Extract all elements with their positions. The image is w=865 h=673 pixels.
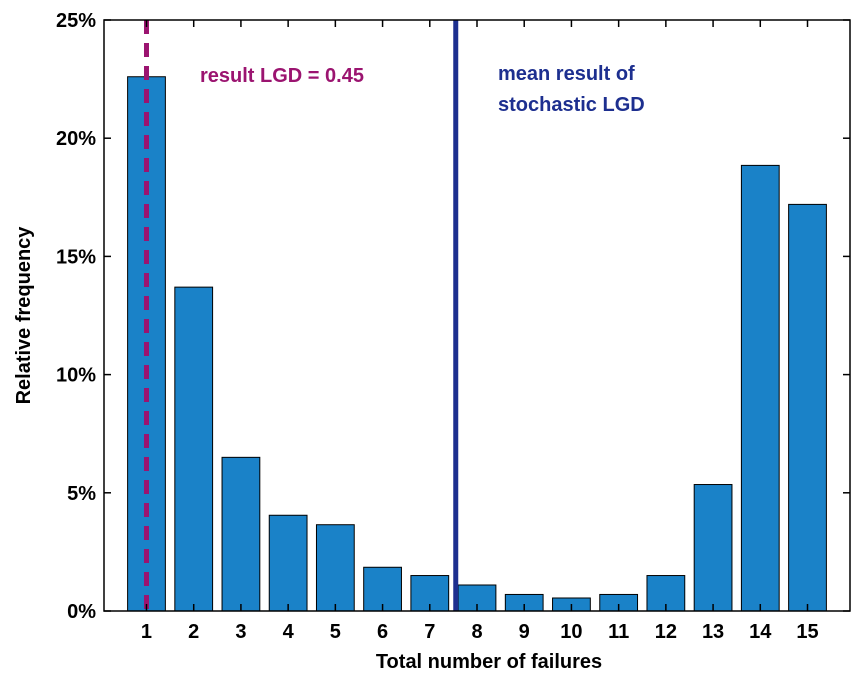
bar-6 (363, 566, 402, 612)
x-tick-label: 6 (377, 621, 388, 643)
y-tick-label: 15% (56, 246, 96, 268)
plot-frame (103, 19, 851, 612)
x-tick-label: 5 (330, 621, 341, 643)
bars-layer (127, 76, 827, 612)
y-axis-title: Relative frequency (13, 226, 35, 405)
bar-13 (693, 484, 733, 612)
solid-line-annotation-line-1: mean result of (498, 63, 635, 85)
y-tick-label: 0% (67, 601, 96, 623)
x-tick-label: 7 (424, 621, 435, 643)
ticks-layer: 0%5%10%15%20%25%1 2 3 4 5 6 7 8 9 10 11 12 13 14 15 (56, 10, 850, 643)
x-tick-label: 1 (141, 621, 152, 643)
solid-line-annotation-line-2: stochastic LGD (498, 94, 645, 116)
x-tick-label: 9 (519, 621, 530, 643)
y-tick-label: 20% (56, 128, 96, 150)
x-tick-label: 2 (188, 621, 199, 643)
reference-lines-layer (143, 20, 459, 611)
x-tick-label: 3 (235, 621, 246, 643)
dashed-line-annotation: result LGD = 0.45 (200, 65, 364, 87)
x-tick-label: 4 (283, 621, 295, 643)
x-axis-title: Total number of failures (376, 651, 602, 673)
x-tick-label: 10 (560, 621, 582, 643)
bar-3 (221, 456, 261, 612)
y-tick-label: 10% (56, 365, 96, 387)
y-tick-label: 25% (56, 10, 96, 32)
bar-4 (268, 514, 308, 612)
bar-2 (174, 286, 214, 612)
x-tick-label: 11 (608, 621, 629, 643)
bar-5 (315, 524, 355, 612)
x-tick-label: 12 (655, 621, 677, 643)
x-tick-label: 13 (702, 621, 724, 643)
x-tick-label: 8 (471, 621, 482, 643)
bar-14 (740, 164, 780, 612)
y-tick-label: 5% (67, 483, 96, 505)
x-tick-label: 15 (796, 621, 818, 643)
bar-15 (788, 203, 827, 612)
x-tick-label: 14 (749, 621, 772, 643)
